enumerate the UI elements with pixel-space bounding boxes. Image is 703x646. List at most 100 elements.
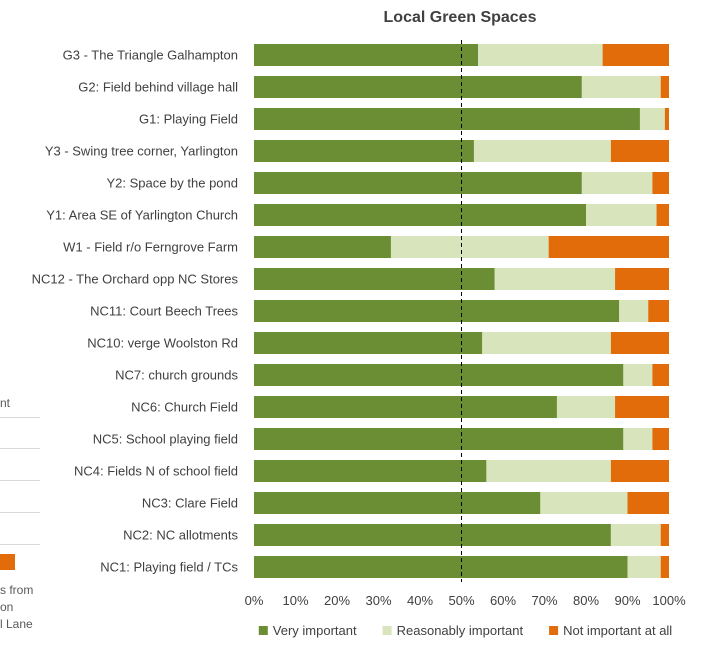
bar-segment-2 <box>556 396 616 418</box>
bar-segment-3 <box>615 396 669 418</box>
bar-segment-2 <box>586 204 657 226</box>
bar-segment-2 <box>581 172 653 194</box>
bar-segment-2 <box>623 364 653 386</box>
category-label: NC7: church grounds <box>115 368 238 383</box>
bar-segment-3 <box>548 236 669 258</box>
x-tick-label: 20% <box>324 593 350 608</box>
legend-swatch <box>258 626 268 635</box>
bar-segment-1 <box>254 428 624 450</box>
x-tick-label: 0% <box>245 593 264 608</box>
legend-label: Very important <box>273 623 357 638</box>
category-label: W1 - Field r/o Ferngrove Farm <box>63 240 238 255</box>
legend: Very important Reasonably important Not im… <box>258 623 672 638</box>
category-label: G1: Playing Field <box>139 112 238 127</box>
x-tick-label: 30% <box>365 593 391 608</box>
bar-segment-3 <box>610 140 669 162</box>
bar-segment-3 <box>627 492 669 514</box>
bar-segment-1 <box>254 44 479 66</box>
x-tick-label: 70% <box>531 593 557 608</box>
bar-segment-1 <box>254 524 611 546</box>
legend-swatch <box>549 626 559 635</box>
bar-segment-3 <box>660 556 669 578</box>
left-fragment-text: s from <box>0 583 34 597</box>
x-tick-label: 40% <box>407 593 433 608</box>
category-labels: G3 - The Triangle Galhampton G2: Field be… <box>32 48 239 575</box>
bar-segment-2 <box>619 300 649 322</box>
category-label: Y1: Area SE of Yarlington Church <box>46 208 238 223</box>
bar-segment-1 <box>254 396 557 418</box>
bar-segment-1 <box>254 172 582 194</box>
bar-segment-1 <box>254 140 474 162</box>
bar-segment-3 <box>664 108 669 130</box>
bar-segment-3 <box>610 460 669 482</box>
left-fragment-swatch <box>0 554 15 570</box>
bar-segment-1 <box>254 268 495 290</box>
bar-segment-3 <box>660 76 669 98</box>
category-label: NC10: verge Woolston Rd <box>87 336 238 351</box>
left-fragment-rule <box>0 512 40 513</box>
category-label: NC4: Fields N of school field <box>74 464 238 479</box>
category-label: Y2: Space by the pond <box>106 176 238 191</box>
category-label: Y3 - Swing tree corner, Yarlington <box>45 144 238 159</box>
chart-title: Local Green Spaces <box>384 9 537 26</box>
left-fragment-rule <box>0 417 40 418</box>
bar-segment-1 <box>254 300 620 322</box>
bar-segment-3 <box>652 428 669 450</box>
left-fragment-text: l Lane <box>0 617 33 631</box>
left-fragment-text: on <box>0 600 14 614</box>
bar-segment-1 <box>254 492 541 514</box>
x-tick-labels: 0% 10% 20% 30% 40% 50% 60% 70% 80% 90% 100% <box>245 593 686 608</box>
category-label: NC3: Clare Field <box>142 496 238 511</box>
bar-segment-1 <box>254 76 582 98</box>
category-label: NC11: Court Beech Trees <box>90 304 238 319</box>
bar-segment-3 <box>602 44 669 66</box>
bar-segment-1 <box>254 460 487 482</box>
legend-label: Not important at all <box>563 623 672 638</box>
bar-segment-1 <box>254 108 640 130</box>
bar-segment-2 <box>482 332 611 354</box>
category-label: NC6: Church Field <box>131 400 238 415</box>
bars-group <box>254 44 669 578</box>
bar-segment-1 <box>254 236 391 258</box>
bar-segment-2 <box>390 236 549 258</box>
left-fragment-rule <box>0 480 40 481</box>
category-label: NC1: Playing field / TCs <box>100 560 238 575</box>
category-label: NC2: NC allotments <box>123 528 238 543</box>
bar-segment-1 <box>254 556 628 578</box>
legend-label: Reasonably important <box>397 623 524 638</box>
bar-segment-2 <box>486 460 611 482</box>
category-label: G2: Field behind village hall <box>78 80 238 95</box>
bar-segment-2 <box>494 268 616 290</box>
bar-segment-3 <box>648 300 669 322</box>
bar-segment-3 <box>656 204 669 226</box>
legend-swatch <box>382 626 392 635</box>
bar-segment-2 <box>623 428 653 450</box>
bar-segment-3 <box>615 268 669 290</box>
x-tick-label: 10% <box>282 593 308 608</box>
category-label: NC12 - The Orchard opp NC Stores <box>32 272 239 287</box>
bar-segment-3 <box>652 172 669 194</box>
bar-segment-2 <box>639 108 665 130</box>
bar-segment-2 <box>610 524 661 546</box>
bar-segment-2 <box>581 76 661 98</box>
bar-segment-2 <box>478 44 603 66</box>
bar-segment-2 <box>473 140 611 162</box>
bar-segment-2 <box>540 492 628 514</box>
bar-segment-1 <box>254 332 483 354</box>
x-tick-label: 50% <box>448 593 474 608</box>
x-tick-label: 60% <box>490 593 516 608</box>
bar-segment-2 <box>627 556 661 578</box>
x-tick-label: 90% <box>614 593 640 608</box>
bar-segment-3 <box>652 364 669 386</box>
bar-segment-1 <box>254 204 586 226</box>
x-tick-label: 100% <box>652 593 686 608</box>
left-fragment-text: nt <box>0 396 11 410</box>
bar-segment-3 <box>610 332 669 354</box>
left-fragment-rule <box>0 448 40 449</box>
category-label: G3 - The Triangle Galhampton <box>63 48 238 63</box>
category-label: NC5: School playing field <box>93 432 238 447</box>
left-fragment-rule <box>0 544 40 545</box>
bar-segment-3 <box>660 524 669 546</box>
x-tick-label: 80% <box>573 593 599 608</box>
